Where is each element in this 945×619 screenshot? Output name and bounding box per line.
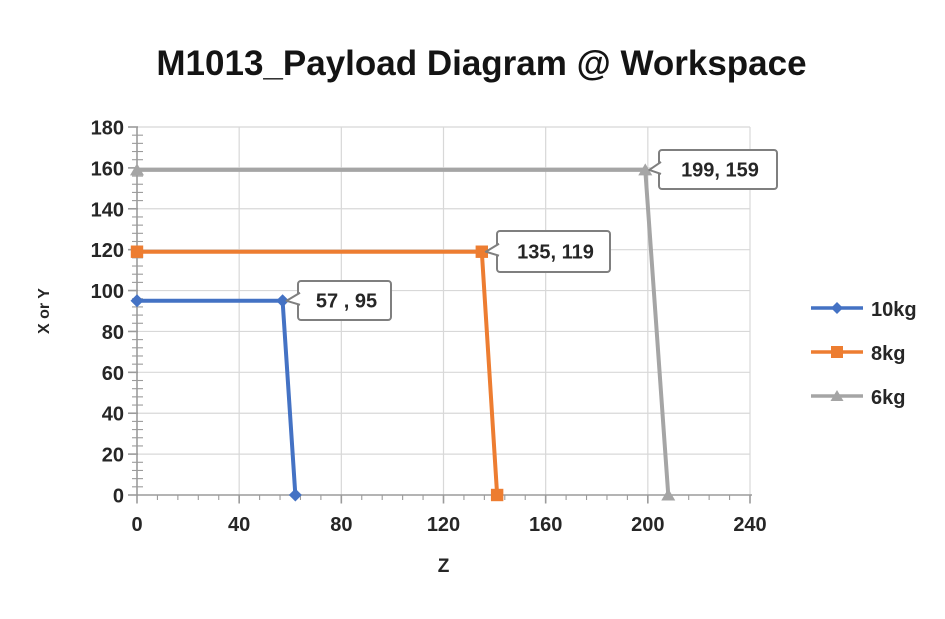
- data-callout-6kg: 199, 159: [648, 149, 778, 190]
- legend-item-6kg: 6kg: [810, 388, 917, 408]
- data-label-text: 199, 159: [681, 160, 759, 182]
- y-tick-label: 40: [102, 404, 124, 426]
- y-tick-label: 160: [91, 158, 124, 180]
- x-tick-labels: 0 40 80 120 160 200 240: [131, 514, 766, 536]
- legend-label: 6kg: [871, 387, 906, 409]
- legend-label: 10kg: [871, 299, 917, 321]
- legend-line-triangle-icon: [810, 388, 864, 409]
- y-tick-label: 140: [91, 199, 124, 221]
- square-marker-icon: [475, 245, 489, 258]
- x-tick-label: 240: [733, 514, 766, 536]
- triangle-marker-icon: [661, 488, 676, 501]
- series-line-10kg: [137, 298, 298, 496]
- axis-ticks: [128, 126, 751, 504]
- callout-pointer: [285, 291, 301, 306]
- legend: 10kg 8kg 6kg: [810, 300, 917, 408]
- triangle-marker-icon: [130, 163, 144, 176]
- triangle-marker-icon: [830, 389, 844, 401]
- y-tick-label: 180: [91, 118, 124, 140]
- y-tick-label: 100: [91, 281, 124, 303]
- gridlines: [137, 126, 751, 495]
- series-6kg: [130, 163, 676, 501]
- x-axis-title: Z: [437, 556, 450, 577]
- chart-title: M1013_Payload Diagram @ Workspace: [156, 44, 807, 83]
- y-tick-label: 120: [91, 240, 124, 262]
- x-tick-label: 80: [330, 514, 352, 536]
- legend-line-diamond-icon: [810, 300, 864, 321]
- y-tick-label: 0: [113, 486, 124, 508]
- square-marker-icon: [490, 488, 504, 502]
- data-callout-8kg: 135, 119: [484, 230, 611, 273]
- legend-line-square-icon: [810, 344, 864, 365]
- diamond-marker-icon: [276, 294, 290, 308]
- triangle-marker-icon: [638, 163, 653, 176]
- x-tick-label: 200: [631, 514, 664, 536]
- diamond-marker-icon: [831, 301, 843, 314]
- x-tick-label: 120: [427, 514, 460, 536]
- legend-item-10kg: 10kg: [810, 300, 917, 320]
- series-8kg: [130, 245, 504, 502]
- y-tick-label: 80: [102, 322, 124, 344]
- series-10kg: [130, 294, 302, 502]
- square-marker-icon: [831, 345, 843, 358]
- y-tick-label: 60: [102, 363, 124, 385]
- x-tick-label: 40: [228, 514, 250, 536]
- legend-item-8kg: 8kg: [810, 344, 917, 364]
- legend-label: 8kg: [871, 343, 906, 365]
- y-axis-title: X or Y: [36, 288, 53, 334]
- x-tick-label: 160: [529, 514, 562, 536]
- series-line-6kg: [137, 167, 671, 496]
- x-tick-label: 0: [131, 514, 142, 536]
- diamond-marker-icon: [130, 294, 144, 308]
- callout-pointer: [484, 242, 500, 257]
- data-callout-10kg: 57 , 95: [285, 280, 392, 321]
- callout-pointer: [648, 161, 662, 175]
- square-marker-icon: [130, 245, 144, 258]
- y-tick-labels: 0 20 40 60 80 100 120 140 160 180: [91, 118, 124, 508]
- data-label-text: 57 , 95: [316, 291, 377, 313]
- data-label-text: 135, 119: [517, 242, 594, 264]
- diamond-marker-icon: [288, 488, 302, 502]
- y-tick-label: 20: [102, 445, 124, 467]
